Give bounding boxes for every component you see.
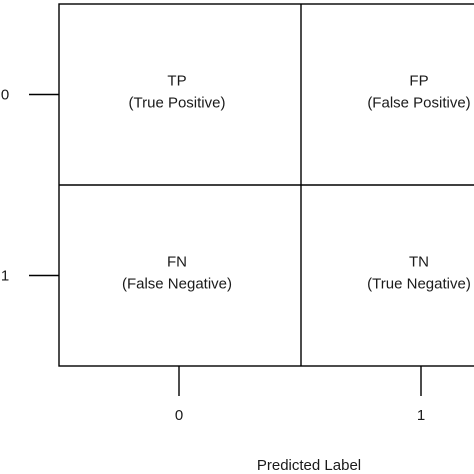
cell-full-label: (True Positive) — [129, 95, 226, 112]
x-axis-title: Predicted Label — [257, 457, 361, 474]
x-tick-label: 0 — [175, 407, 183, 424]
x-tick-label: 1 — [417, 407, 425, 424]
cell-abbreviation: TP — [167, 73, 186, 90]
matrix-grid — [58, 3, 474, 367]
cell-full-label: (True Negative) — [367, 276, 471, 293]
y-tick-label: 0 — [1, 87, 9, 104]
cell-abbreviation: FN — [167, 254, 187, 271]
cell-abbreviation: TN — [409, 254, 429, 271]
cell-full-label: (False Negative) — [122, 276, 232, 293]
cell-full-label: (False Positive) — [367, 95, 470, 112]
axis-ticks: 0 1 0 1 — [1, 87, 425, 425]
matrix-cells: TP (True Positive) FP (False Positive) FN (Fa… — [122, 73, 471, 293]
cell-abbreviation: FP — [409, 73, 428, 90]
y-tick-label: 1 — [1, 268, 9, 285]
